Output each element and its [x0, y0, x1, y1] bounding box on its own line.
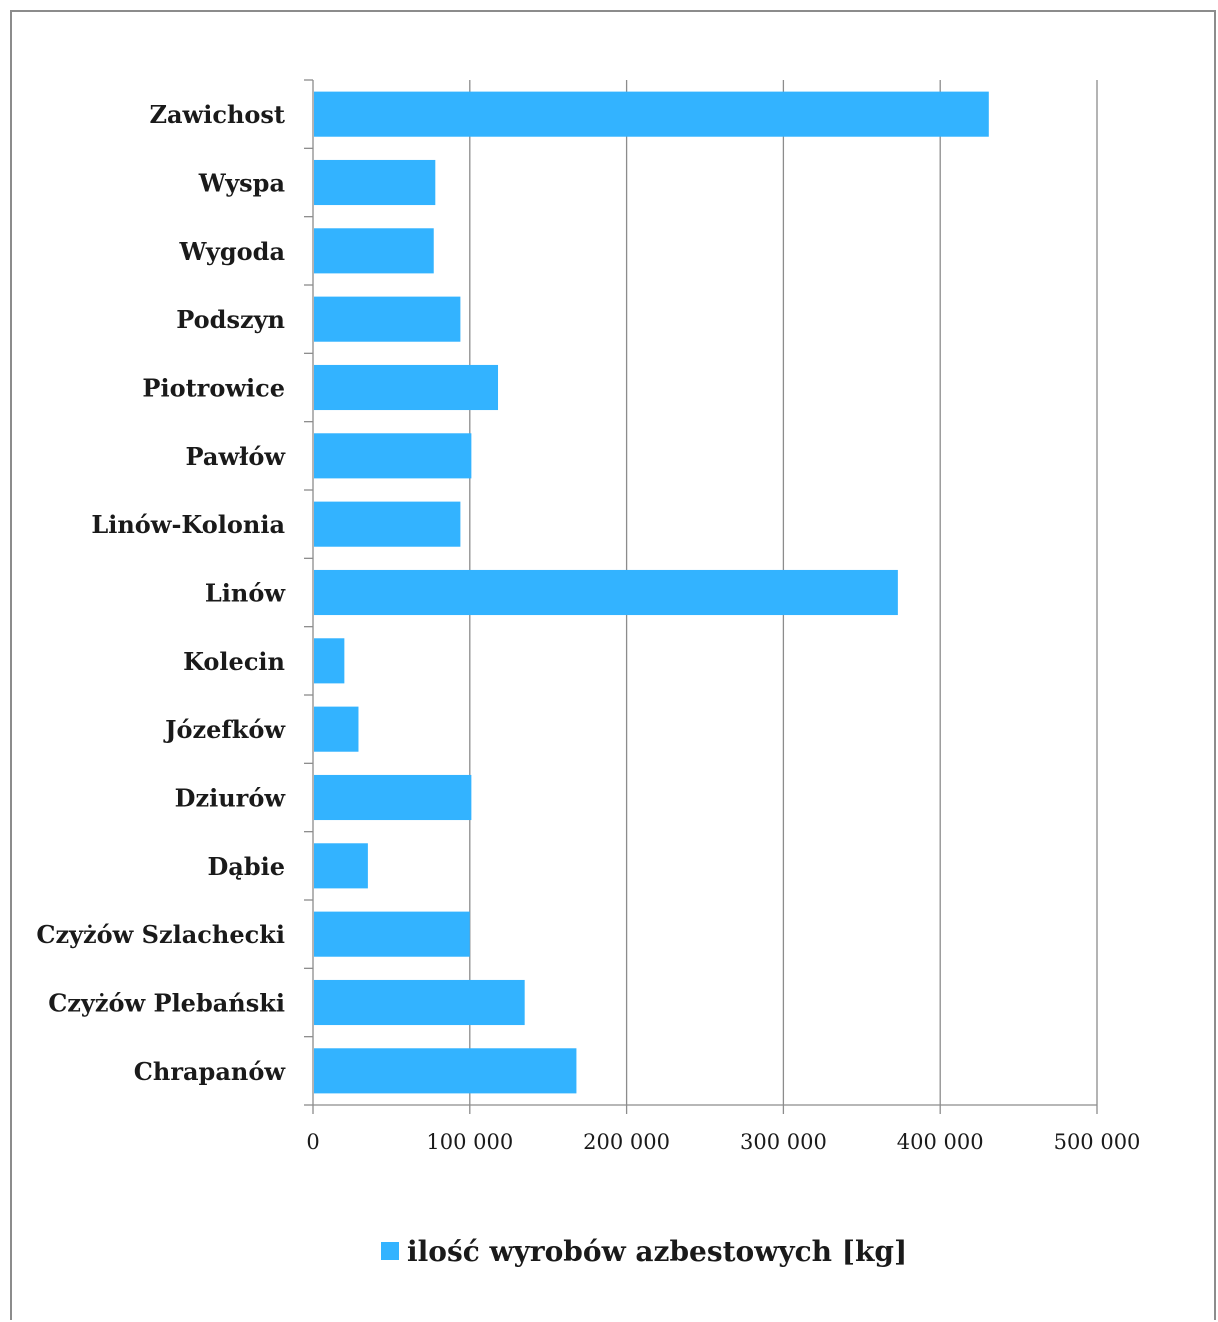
category-label: Zawichost: [149, 100, 285, 129]
category-label: Wyspa: [198, 169, 285, 198]
bar: [314, 433, 472, 479]
bars: [314, 91, 989, 1094]
x-tick-labels: 0 100 000 200 000 300 000 400 000 500 000: [306, 1130, 1140, 1154]
legend-swatch: [381, 1242, 399, 1260]
category-labels: Zawichost Wyspa Wygoda Podszyn Piotrowice Paw…: [36, 100, 286, 1086]
bar: [314, 706, 359, 752]
x-tick-label: 200 000: [583, 1130, 670, 1154]
bar: [314, 364, 499, 411]
category-label: Józefków: [163, 715, 286, 744]
legend: ilość wyrobów azbestowych [kg]: [381, 1235, 907, 1268]
category-label: Piotrowice: [142, 374, 285, 403]
x-tick-label: 300 000: [740, 1130, 827, 1154]
bar: [314, 979, 525, 1026]
category-label: Dąbie: [207, 852, 285, 881]
category-label: Wygoda: [179, 237, 286, 266]
x-tick-label: 400 000: [897, 1130, 984, 1154]
bar: [314, 501, 461, 547]
category-label: Czyżów Szlachecki: [36, 920, 285, 949]
category-label: Chrapanów: [134, 1057, 287, 1086]
category-label: Podszyn: [176, 305, 285, 334]
bar: [314, 569, 898, 616]
category-label: Pawłów: [185, 442, 286, 471]
bar: [314, 228, 434, 274]
legend-label: ilość wyrobów azbestowych [kg]: [407, 1235, 907, 1268]
bar-chart: Zawichost Wyspa Wygoda Podszyn Piotrowice Paw…: [36, 79, 1140, 1268]
category-label: Dziurów: [175, 784, 287, 813]
x-tick-label: 500 000: [1054, 1130, 1141, 1154]
bar: [314, 91, 989, 137]
chart-frame: Zawichost Wyspa Wygoda Podszyn Piotrowice Paw…: [10, 10, 1216, 1320]
category-label: Linów-Kolonia: [91, 510, 285, 539]
bar: [314, 911, 470, 957]
bar: [314, 296, 461, 342]
bar: [314, 1048, 577, 1094]
category-label: Czyżów Plebański: [48, 989, 285, 1018]
x-tick-label: 0: [306, 1130, 319, 1154]
x-tick-label: 100 000: [426, 1130, 513, 1154]
category-label: Linów: [205, 579, 286, 608]
bar: [314, 774, 472, 821]
axes: [304, 79, 1098, 1114]
bar: [314, 159, 436, 206]
bar: [314, 638, 345, 684]
category-label: Kolecin: [183, 647, 285, 676]
bar: [314, 843, 368, 889]
